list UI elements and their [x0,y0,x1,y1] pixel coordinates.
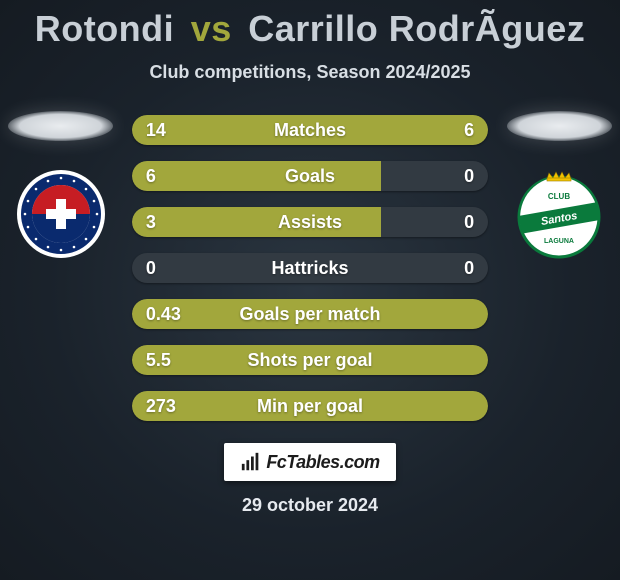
page-title: Rotondi vs Carrillo RodrÃ­guez [0,8,620,50]
svg-text:CLUB: CLUB [548,192,570,201]
left-team-crest [16,169,106,259]
bar-left [132,115,381,145]
stat-row: 5.5Shots per goal [132,345,488,375]
stat-row: 0.43Goals per match [132,299,488,329]
vs-label: vs [191,8,232,49]
main-content: 146Matches60Goals30Assists00Hattricks0.4… [0,111,620,421]
stat-row: 30Assists [132,207,488,237]
stat-value-left: 0 [146,253,156,283]
subtitle: Club competitions, Season 2024/2025 [0,62,620,83]
chart-icon [240,451,262,473]
left-halo [8,111,113,141]
player1-name: Rotondi [35,8,174,49]
left-team-column [8,111,114,259]
stat-label: Hattricks [132,253,488,283]
right-team-crest: Santos CLUB LAGUNA [514,169,604,259]
player2-name: Carrillo RodrÃ­guez [248,8,585,49]
brand-plate: FcTables.com [224,443,395,481]
stats-list: 146Matches60Goals30Assists00Hattricks0.4… [132,115,488,421]
stat-value-right: 0 [464,253,474,283]
right-team-column: Santos CLUB LAGUNA [506,111,612,259]
footer: FcTables.com 29 october 2024 [0,443,620,516]
stat-row: 0 0Hattricks [132,253,488,283]
right-halo [507,111,612,141]
cruz-azul-crest-icon [16,169,106,259]
bar-right [381,115,488,145]
bar-left [132,345,488,375]
bar-left [132,207,381,237]
bar-left [132,161,381,191]
stat-row: 60Goals [132,161,488,191]
svg-text:LAGUNA: LAGUNA [544,238,574,245]
stat-row: 273Min per goal [132,391,488,421]
stat-value-right: 0 [464,207,474,237]
bar-left [132,391,488,421]
comparison-card: Rotondi vs Carrillo RodrÃ­guez Club comp… [0,0,620,516]
date-text: 29 october 2024 [242,495,378,516]
bar-left [132,299,488,329]
brand-text: FcTables.com [266,452,379,473]
santos-laguna-crest-icon: Santos CLUB LAGUNA [514,169,604,259]
stat-row: 146Matches [132,115,488,145]
stat-value-right: 0 [464,161,474,191]
